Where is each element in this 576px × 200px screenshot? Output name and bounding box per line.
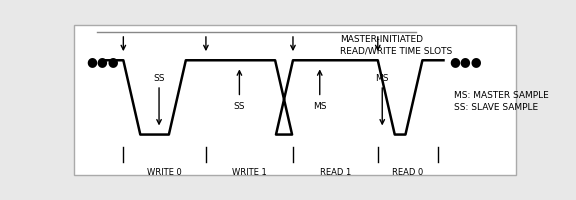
Text: ●●●: ●●● (86, 54, 119, 67)
Text: ●●●: ●●● (449, 54, 482, 67)
Text: WRITE 0: WRITE 0 (147, 167, 182, 176)
Text: MS: MS (313, 101, 327, 110)
Text: READ 1: READ 1 (320, 167, 351, 176)
Text: MS: MASTER SAMPLE
SS: SLAVE SAMPLE: MS: MASTER SAMPLE SS: SLAVE SAMPLE (454, 90, 548, 112)
Text: SS: SS (153, 74, 165, 83)
Text: READ 0: READ 0 (392, 167, 423, 176)
Text: MS: MS (376, 74, 389, 83)
Text: MASTER-INITIATED
READ/WRITE TIME SLOTS: MASTER-INITIATED READ/WRITE TIME SLOTS (340, 35, 452, 55)
Text: SS: SS (234, 101, 245, 110)
Text: WRITE 1: WRITE 1 (232, 167, 267, 176)
